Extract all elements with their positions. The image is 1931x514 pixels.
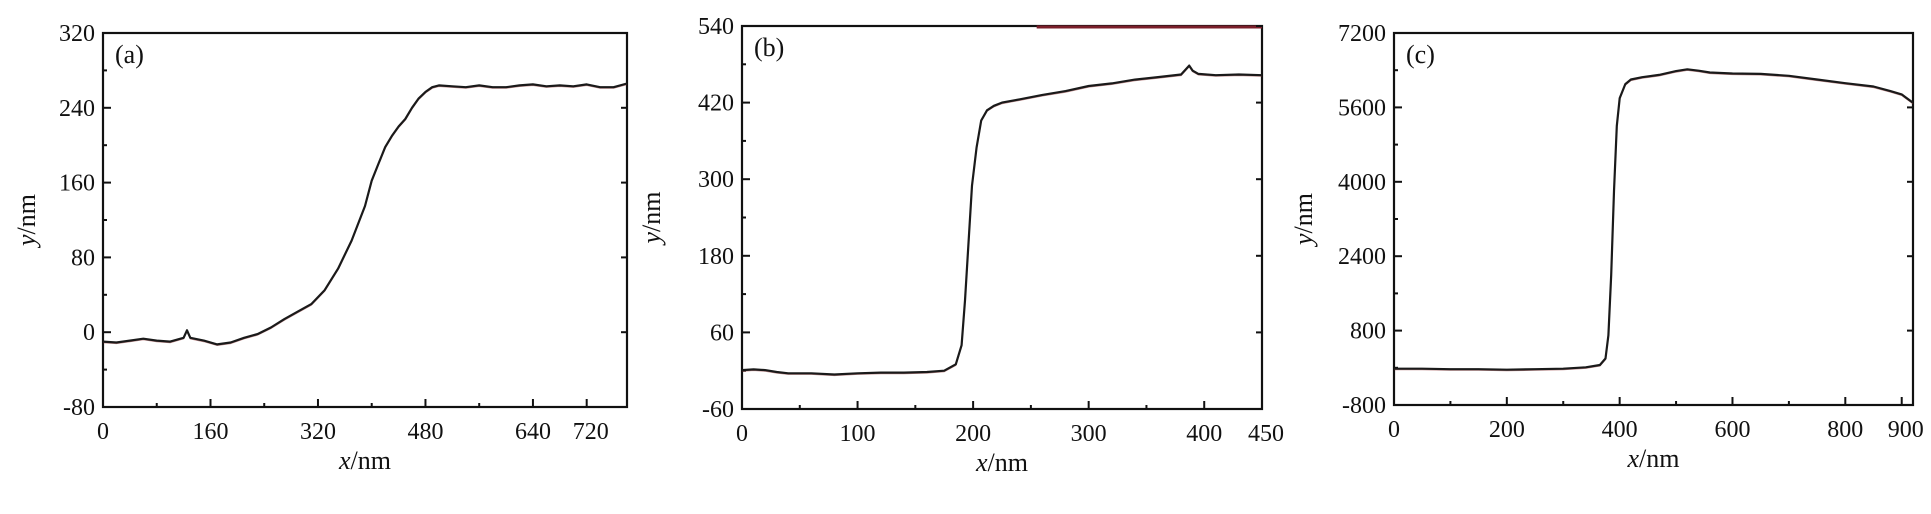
x-tick-label: 800	[1827, 417, 1863, 443]
y-tick-label: 540	[698, 14, 734, 40]
chart-panel-1: -60 60 180 300 420 540 0 100 200 300 400 450 x/nm y/n…	[637, 14, 1284, 477]
x-tick-label: 160	[192, 419, 228, 445]
y-axis-title: y/nm	[1289, 193, 1318, 248]
series-shadow-line	[102, 83, 628, 347]
y-tick-label: 160	[59, 171, 95, 197]
x-tick-label: 0	[736, 421, 748, 447]
y-tick-label: -800	[1342, 393, 1386, 419]
y-tick-label: 180	[698, 244, 734, 270]
y-tick-label: 7200	[1338, 21, 1386, 47]
plot-frame	[1392, 31, 1915, 407]
panel-label: (a)	[115, 40, 144, 69]
x-tick-label: 900	[1888, 417, 1924, 443]
series-shadow-line	[741, 65, 1263, 377]
y-tick-label: -80	[63, 395, 95, 421]
x-tick-label: 320	[300, 419, 336, 445]
chart-panel-2: -800 800 2400 4000 5600 7200 0 200 400 600 800 900 x…	[1289, 21, 1924, 473]
x-tick-label: 200	[1489, 417, 1525, 443]
y-tick-label: 320	[59, 21, 95, 47]
y-tick-label: 5600	[1338, 95, 1386, 121]
series-line	[1394, 68, 1914, 371]
x-tick-label: 400	[1602, 417, 1638, 443]
y-tick-label: 80	[71, 245, 95, 271]
x-tick-label: 720	[573, 419, 609, 445]
x-tick-label: 100	[840, 421, 876, 447]
y-tick-label: -60	[702, 397, 734, 423]
panel-label: (c)	[1406, 40, 1435, 69]
x-axis-title: x/nm	[1627, 444, 1680, 473]
series-line	[102, 82, 628, 346]
y-tick-label: 420	[698, 91, 734, 117]
y-tick-label: 240	[59, 96, 95, 122]
series-shadow-line	[1394, 69, 1914, 372]
panel-label: (b)	[754, 33, 784, 62]
series-line	[741, 64, 1263, 376]
x-tick-label: 400	[1186, 421, 1222, 447]
x-axis-title: x/nm	[338, 446, 391, 475]
x-tick-label: 0	[97, 419, 109, 445]
y-tick-label: 800	[1350, 319, 1386, 345]
x-tick-label: 480	[407, 419, 443, 445]
x-tick-label: 300	[1071, 421, 1107, 447]
x-tick-label: 640	[515, 419, 551, 445]
y-axis-title: y/nm	[637, 192, 666, 247]
y-tick-label: 300	[698, 167, 734, 193]
y-tick-label: 4000	[1338, 170, 1386, 196]
x-tick-label: 600	[1714, 417, 1750, 443]
y-tick-label: 2400	[1338, 244, 1386, 270]
y-tick-label: 60	[710, 320, 734, 346]
y-axis-title: y/nm	[12, 194, 41, 249]
x-tick-label: 200	[955, 421, 991, 447]
y-tick-label: 0	[83, 320, 95, 346]
plot-frame	[740, 24, 1264, 411]
plot-frame	[101, 31, 629, 409]
x-tick-label: 450	[1248, 421, 1284, 447]
x-tick-label: 0	[1388, 417, 1400, 443]
x-axis-title: x/nm	[975, 448, 1028, 477]
